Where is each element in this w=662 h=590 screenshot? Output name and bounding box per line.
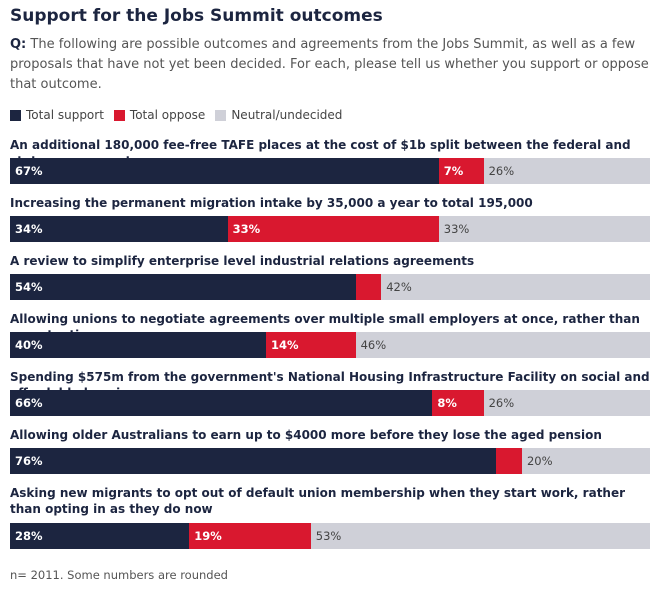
data-label-neutral: 26% [488,164,515,178]
question-prefix: Q: [10,37,27,52]
chart-row: An additional 180,000 fee-free TAFE plac… [10,137,650,184]
bar-segment-oppose: 7% [438,158,484,184]
data-label-neutral: 46% [360,338,387,352]
bar-segment-oppose: 14% [266,332,356,358]
bar-segment-neutral: 42% [381,274,650,300]
data-label-oppose: 14% [271,338,299,352]
stacked-bar: 66% 8% 26% [10,390,650,416]
chart-row: A review to simplify enterprise level in… [10,253,650,300]
data-label-support: 67% [15,164,43,178]
bar-segment-oppose [355,274,382,300]
data-label-support: 40% [15,338,43,352]
bar-segment-support: 34% [10,216,228,242]
bar-segment-neutral: 26% [483,158,650,184]
footnote: n= 2011. Some numbers are rounded [10,568,228,582]
chart-row: Allowing older Australians to earn up to… [10,427,650,474]
bar-segment-oppose: 33% [227,216,439,242]
data-label-support: 76% [15,454,43,468]
bar-segment-neutral: 46% [355,332,650,358]
data-label-neutral: 26% [488,396,515,410]
legend-item-oppose: Total oppose [113,108,206,122]
data-label-oppose: 8% [437,396,457,410]
stacked-bar: 28% 19% 53% [10,523,650,549]
bar-segment-support: 66% [10,390,433,416]
bar-segment-oppose: 19% [189,523,311,549]
category-label: Asking new migrants to opt out of defaul… [10,486,626,516]
legend-swatch-support [10,109,21,121]
data-label-oppose: 33% [232,222,261,236]
bar-segment-neutral: 26% [483,390,650,416]
chart-row: Allowing unions to negotiate agreements … [10,311,650,358]
bar-segment-neutral: 33% [438,216,650,242]
stacked-bar: 67% 7% 26% [10,158,650,184]
data-label-oppose: 19% [194,529,222,543]
chart-row: Asking new migrants to opt out of defaul… [10,485,650,549]
bar-segment-support: 54% [10,274,356,300]
data-label-support: 54% [15,280,43,294]
bar-segment-support: 28% [10,523,190,549]
stacked-bar: 34% 33% 33% [10,216,650,242]
category-label: Increasing the permanent migration intak… [10,196,533,210]
legend-label-oppose: Total oppose [129,108,206,122]
legend-swatch-oppose [113,109,125,121]
question-body: The following are possible outcomes and … [10,37,649,92]
category-label: Allowing older Australians to earn up to… [10,428,602,442]
category-label: A review to simplify enterprise level in… [10,254,475,268]
bar-segment-support: 67% [10,158,439,184]
stacked-bar: 76% 20% [10,448,650,474]
bar-segment-neutral: 53% [310,523,650,549]
chart-title: Support for the Jobs Summit outcomes [10,6,383,26]
chart-row: Spending $575m from the government's Nat… [10,369,650,416]
bar-segment-support: 40% [10,332,266,358]
bar-segment-support: 76% [10,448,497,474]
data-label-oppose: 7% [443,164,464,178]
data-label-support: 66% [15,396,43,410]
legend-label-neutral: Neutral/undecided [231,108,343,122]
bar-segment-neutral: 20% [521,448,650,474]
question-text: Q: The following are possible outcomes a… [10,35,650,95]
stacked-bar: 54% 42% [10,274,650,300]
data-label-support: 34% [15,222,43,236]
legend-item-neutral: Neutral/undecided [215,108,342,122]
legend-item-support: Total support [10,108,104,122]
data-label-support: 28% [15,529,43,543]
legend: Total support Total oppose Neutral/undecid… [10,107,352,123]
data-label-neutral: 33% [443,222,470,236]
legend-label-support: Total support [26,108,104,122]
data-label-neutral: 20% [526,454,553,468]
legend-swatch-neutral [215,109,227,121]
stacked-bar: 40% 14% 46% [10,332,650,358]
data-label-neutral: 53% [315,529,342,543]
chart-row: Increasing the permanent migration intak… [10,195,650,242]
data-label-neutral: 42% [386,280,412,294]
bar-segment-oppose [496,448,522,474]
bar-segment-oppose: 8% [432,390,484,416]
